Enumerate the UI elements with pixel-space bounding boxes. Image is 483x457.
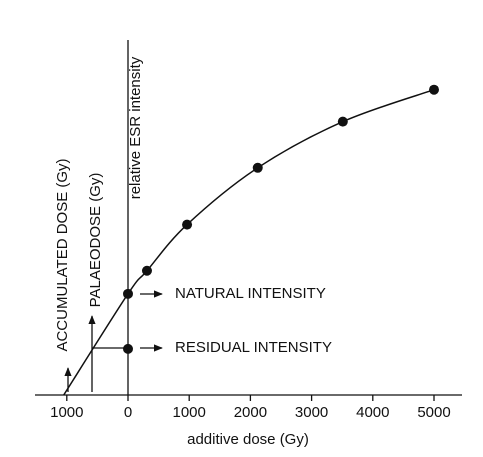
data-point — [123, 343, 133, 354]
data-point — [429, 84, 439, 95]
x-tick-label: 2000 — [234, 404, 267, 421]
x-tick-label: 3000 — [295, 404, 328, 421]
accumulated-label: ACCUMULATED DOSE (Gy) — [54, 158, 71, 351]
data-point — [252, 162, 263, 173]
data-point — [182, 219, 193, 230]
x-tick-label: 1000 — [173, 404, 206, 421]
data-point — [337, 116, 348, 127]
x-tick-label: 4000 — [356, 404, 389, 421]
data-point — [141, 265, 152, 276]
natural-label: NATURAL INTENSITY — [175, 285, 326, 302]
palaeodose-label: PALAEODOSE (Gy) — [87, 173, 104, 308]
data-point — [123, 288, 133, 299]
x-tick-label: 5000 — [417, 404, 450, 421]
x-tick-label: 0 — [124, 404, 132, 421]
x-axis-label: additive dose (Gy) — [187, 431, 309, 448]
residual-label: RESIDUAL INTENSITY — [175, 339, 332, 356]
y-axis-label: relative ESR intensity — [127, 56, 144, 199]
x-tick-label: 1000 — [50, 404, 83, 421]
